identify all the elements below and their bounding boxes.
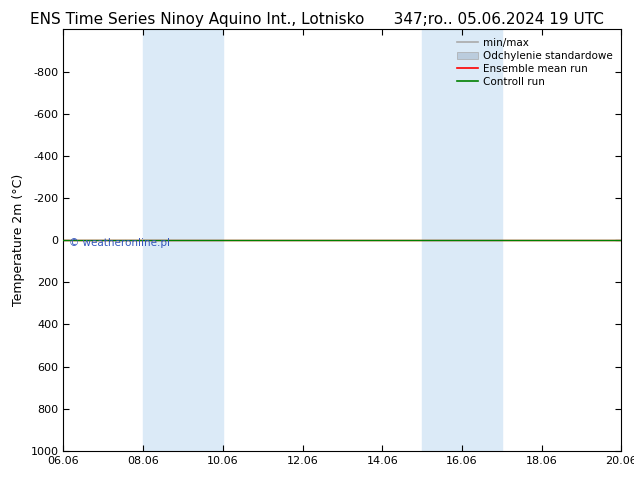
Y-axis label: Temperature 2m (°C): Temperature 2m (°C) (12, 174, 25, 306)
Legend: min/max, Odchylenie standardowe, Ensemble mean run, Controll run: min/max, Odchylenie standardowe, Ensembl… (454, 35, 616, 90)
Bar (422, 29, 462, 451)
Bar (183, 29, 223, 451)
Bar (143, 29, 183, 451)
Bar (462, 29, 501, 451)
Text: © weatheronline.pl: © weatheronline.pl (69, 238, 170, 248)
Text: ENS Time Series Ninoy Aquino Int., Lotnisko      347;ro.. 05.06.2024 19 UTC: ENS Time Series Ninoy Aquino Int., Lotni… (30, 12, 604, 27)
